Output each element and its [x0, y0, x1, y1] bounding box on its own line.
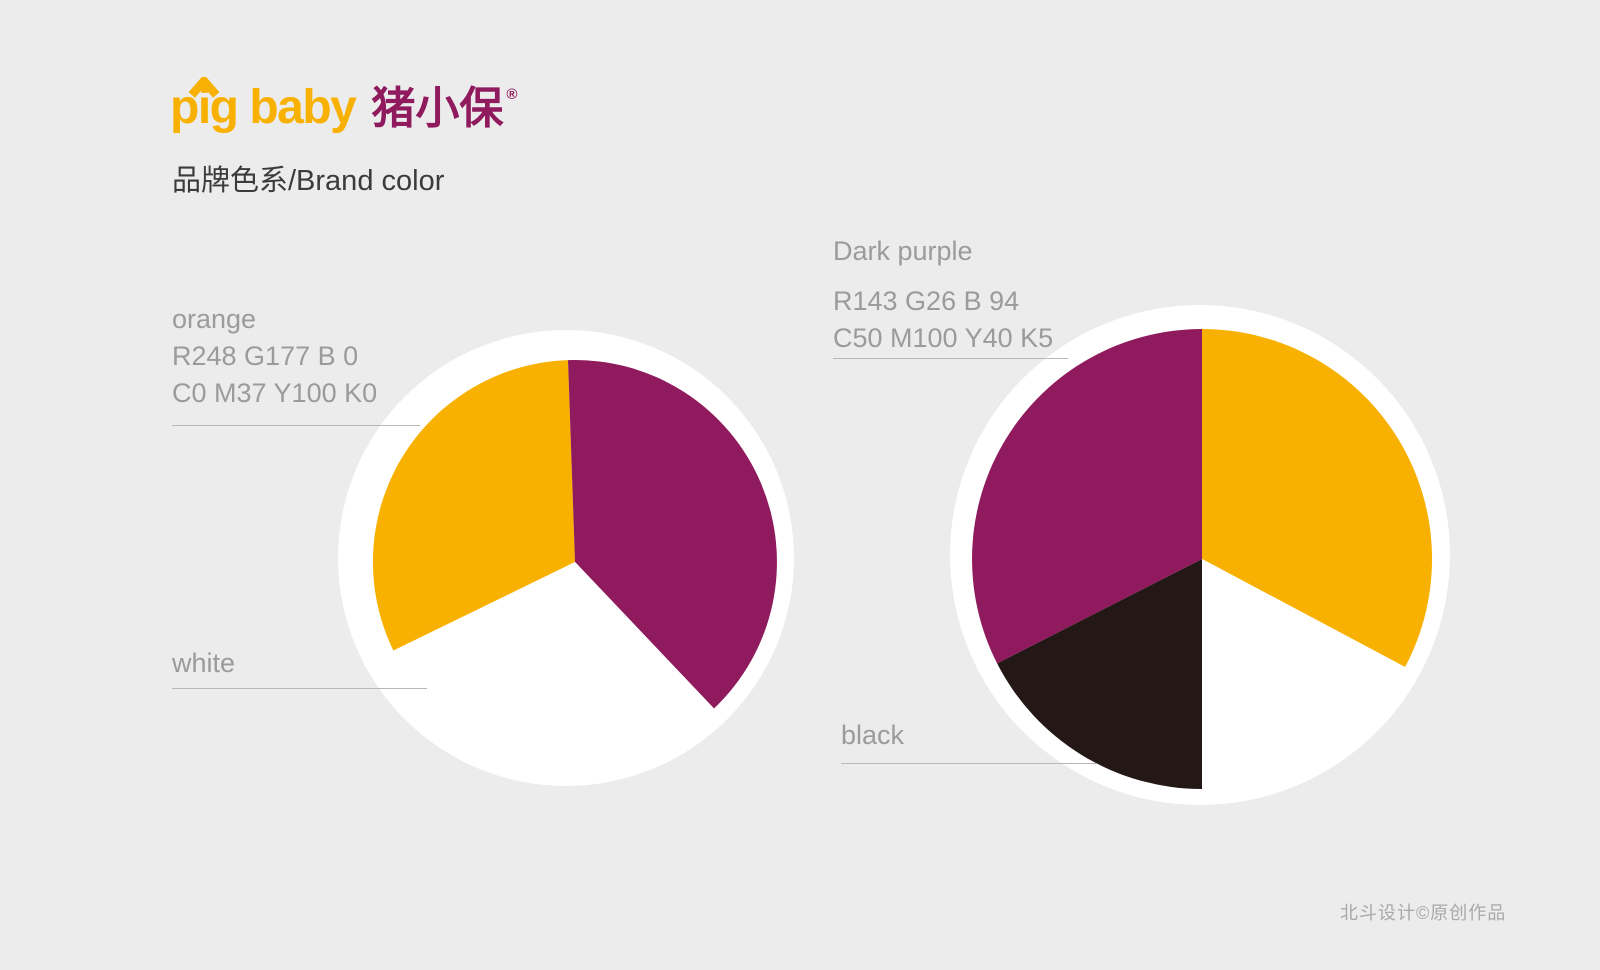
leader-line-dark-purple	[833, 358, 1068, 359]
credit-line: 北斗设计©原创作品	[1340, 903, 1507, 923]
brand-pie-left	[338, 330, 794, 786]
right-color-name: Dark purple	[833, 236, 973, 266]
right-color-rgb: R143 G26 B 94	[833, 286, 1020, 316]
leader-line-white	[172, 688, 427, 689]
right-color-cmyk: C50 M100 Y40 K5	[833, 323, 1054, 353]
page-title: 品牌色系/Brand color	[172, 165, 445, 197]
logo-roof-icon	[188, 77, 220, 98]
registered-trademark-icon: ®	[506, 86, 518, 103]
logo-wordmark: pig baby	[170, 81, 357, 134]
leader-line-black	[841, 763, 1096, 764]
brand-logo: pig baby 猪小保 ®	[170, 77, 518, 144]
logo-cjk-name: 猪小保	[371, 84, 504, 133]
right-secondary-color-name: black	[841, 720, 905, 750]
pie-slice-black	[997, 559, 1202, 789]
leader-line-orange	[172, 425, 420, 426]
pie-slice-white	[393, 562, 714, 764]
pie-slice-white	[1202, 559, 1406, 789]
brand-pie-right	[950, 305, 1450, 805]
pie-slice-orange	[372, 360, 575, 651]
left-secondary-color-name: white	[172, 648, 236, 678]
left-color-rgb: R248 G177 B 0	[172, 341, 359, 371]
pie-slice-dark-purple	[568, 359, 777, 709]
pie-slice-dark-purple	[972, 329, 1202, 664]
left-color-cmyk: C0 M37 Y100 K0	[172, 378, 378, 408]
pie-slice-orange	[1202, 329, 1433, 667]
left-color-name: orange	[172, 304, 257, 334]
